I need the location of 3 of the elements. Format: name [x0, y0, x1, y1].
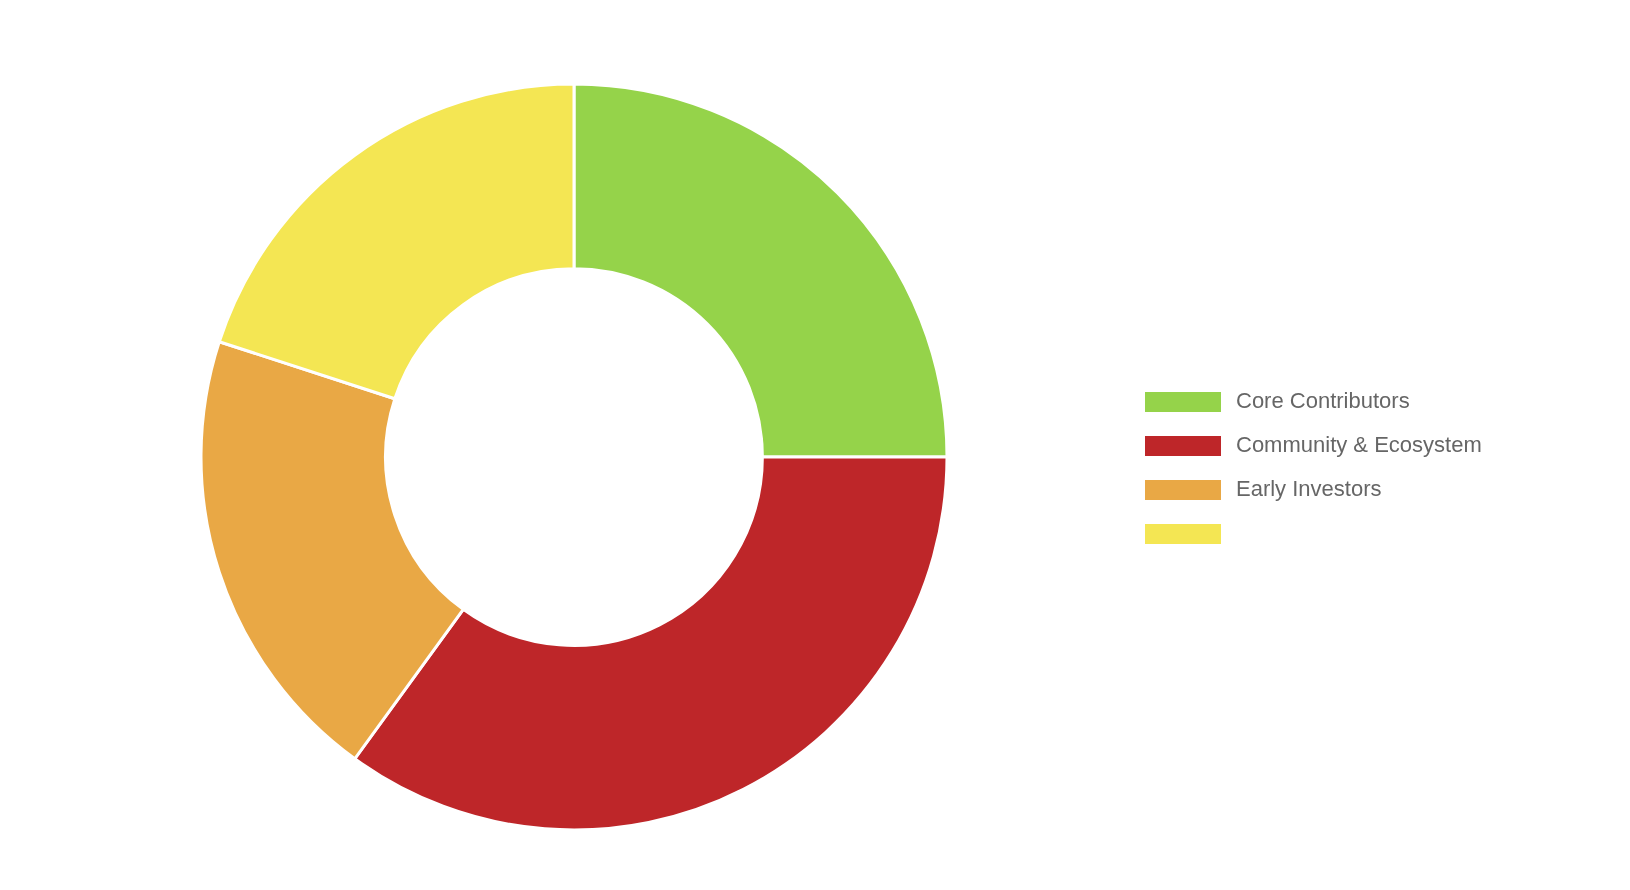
- legend-label: Core Contributors: [1236, 388, 1410, 413]
- legend-label: Community & Ecosystem: [1236, 432, 1482, 457]
- legend-label: Early Investors: [1236, 476, 1382, 501]
